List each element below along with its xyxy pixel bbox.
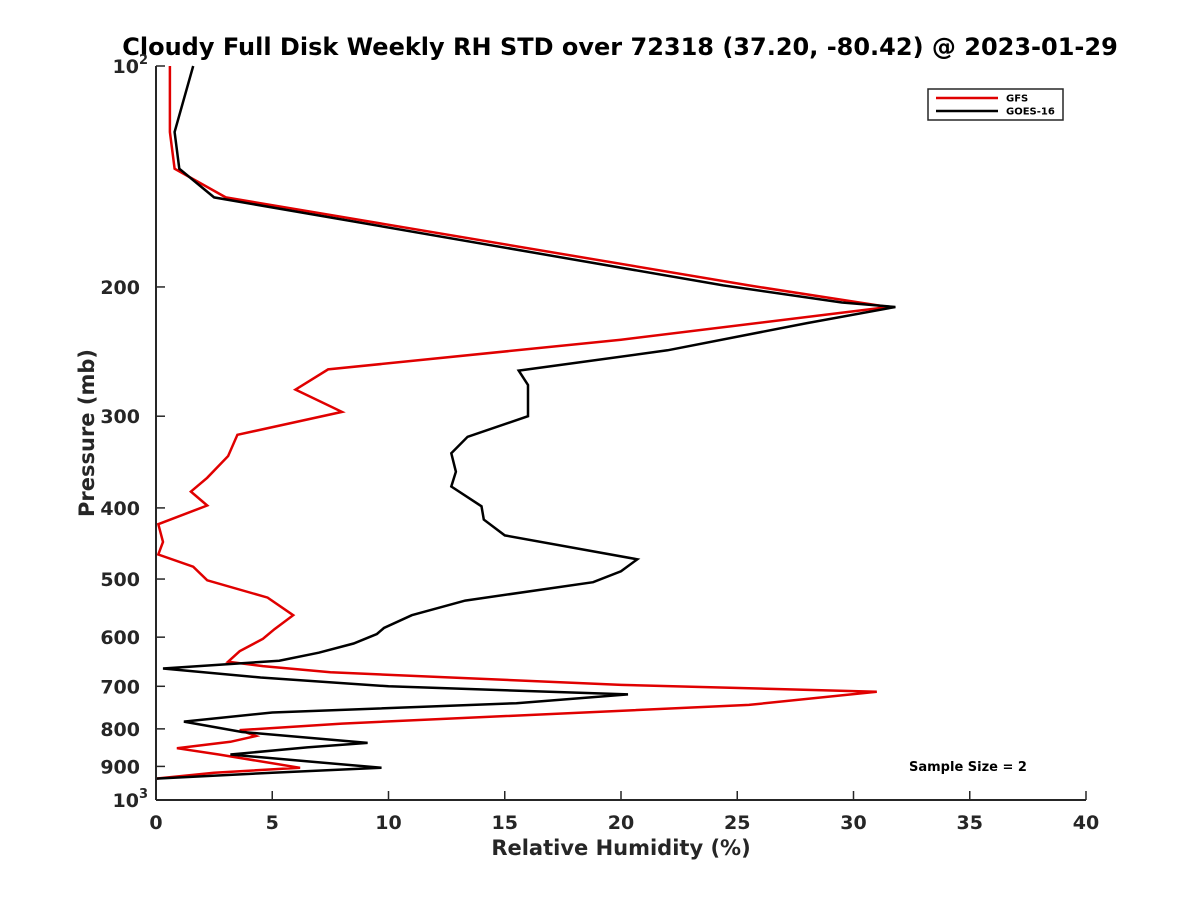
- legend-label-gfs: GFS: [1006, 94, 1028, 105]
- x-tick-label: 30: [840, 812, 866, 834]
- x-tick-label: 10: [375, 812, 401, 834]
- plot-background: [156, 66, 1086, 800]
- y-tick-label: 600: [100, 627, 140, 649]
- x-tick-label: 25: [724, 812, 750, 834]
- sample-size-annotation: Sample Size = 2: [909, 760, 1027, 775]
- series-line-goes16: [155, 65, 896, 780]
- y-tick-label-exponent: 3: [139, 787, 148, 802]
- x-axis-ticks: 0 5 10 15 20 25 30 35 40: [149, 791, 1099, 834]
- x-axis-label: Relative Humidity (%): [491, 836, 750, 860]
- y-tick-label: 102: [113, 53, 149, 78]
- y-tick-label: 500: [100, 569, 140, 591]
- y-tick-label: 300: [100, 406, 140, 428]
- x-tick-label: 15: [492, 812, 518, 834]
- y-tick-label: 800: [100, 719, 140, 741]
- y-tick-label: 900: [100, 756, 140, 778]
- y-tick-label-base: 10: [113, 790, 139, 812]
- x-tick-label: 40: [1073, 812, 1099, 834]
- legend: GFS GOES-16: [927, 88, 1064, 121]
- plot-area: 0 5 10 15 20 25 30 35 40 10220030040050060070080…: [100, 53, 1099, 834]
- y-tick-label: 103: [113, 787, 149, 812]
- x-tick-label: 0: [149, 812, 162, 834]
- legend-box: [927, 88, 1064, 121]
- y-tick-label-exponent: 2: [139, 53, 148, 68]
- x-tick-label: 35: [957, 812, 983, 834]
- y-tick-label: 200: [100, 277, 140, 299]
- y-axis-label: Pressure (mb): [75, 349, 99, 517]
- x-tick-label: 20: [608, 812, 634, 834]
- y-tick-label: 400: [100, 498, 140, 520]
- x-tick-label: 5: [266, 812, 279, 834]
- chart-title: Cloudy Full Disk Weekly RH STD over 7231…: [122, 33, 1118, 61]
- y-tick-label: 700: [100, 676, 140, 698]
- legend-label-goes16: GOES-16: [1006, 107, 1055, 118]
- y-tick-label-base: 10: [113, 56, 139, 78]
- series-layer: [155, 65, 896, 780]
